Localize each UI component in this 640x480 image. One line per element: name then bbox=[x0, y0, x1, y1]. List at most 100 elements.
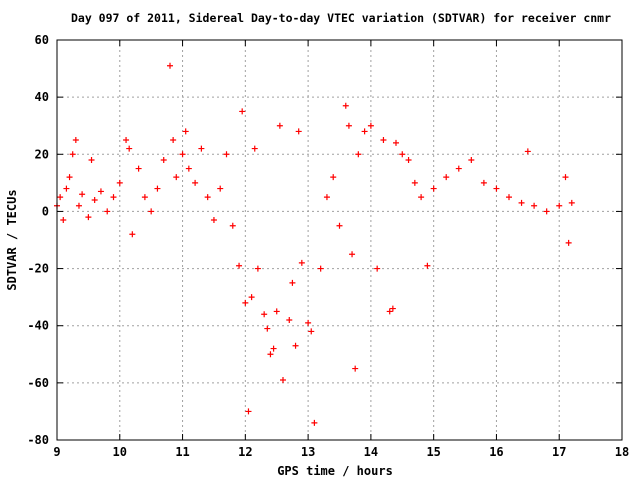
y-tick-label: -20 bbox=[27, 262, 49, 276]
data-point bbox=[182, 128, 189, 135]
data-point bbox=[116, 179, 123, 186]
data-point bbox=[173, 174, 180, 181]
data-point bbox=[543, 208, 550, 215]
data-point bbox=[411, 179, 418, 186]
data-point bbox=[276, 122, 283, 129]
data-point bbox=[170, 137, 177, 143]
data-point bbox=[305, 319, 312, 326]
data-point bbox=[126, 145, 133, 152]
chart-title: Day 097 of 2011, Sidereal Day-to-day VTE… bbox=[71, 11, 611, 25]
data-point bbox=[493, 185, 500, 192]
data-points bbox=[54, 62, 575, 426]
y-tick-label: -80 bbox=[27, 433, 49, 447]
data-point bbox=[389, 305, 396, 312]
data-point bbox=[430, 185, 437, 192]
y-tick-label: -60 bbox=[27, 376, 49, 390]
data-point bbox=[405, 157, 412, 163]
data-point bbox=[323, 194, 330, 201]
data-point bbox=[104, 208, 111, 215]
data-point bbox=[418, 194, 425, 201]
x-tick-label: 10 bbox=[113, 445, 127, 459]
data-point bbox=[57, 194, 64, 201]
x-ticks: 9 10 11 12 13 14 15 16 17 18 bbox=[53, 40, 629, 459]
x-tick-label: 16 bbox=[489, 445, 503, 459]
data-point bbox=[72, 137, 79, 143]
data-point bbox=[245, 408, 252, 415]
data-point bbox=[110, 194, 117, 201]
data-point bbox=[66, 174, 73, 181]
data-point bbox=[63, 185, 70, 192]
data-point bbox=[298, 259, 305, 266]
x-tick-label: 15 bbox=[426, 445, 440, 459]
data-point bbox=[311, 419, 318, 426]
data-point bbox=[267, 351, 274, 358]
y-axis-label: SDTVAR / TECUs bbox=[5, 189, 19, 290]
data-point bbox=[60, 217, 67, 223]
data-point bbox=[185, 165, 192, 172]
data-point bbox=[88, 157, 95, 163]
data-point bbox=[518, 199, 525, 206]
data-point bbox=[204, 194, 211, 201]
x-tick-label: 9 bbox=[53, 445, 60, 459]
data-point bbox=[531, 202, 538, 209]
data-point bbox=[361, 128, 368, 135]
data-point bbox=[292, 342, 299, 349]
data-point bbox=[443, 174, 450, 181]
data-point bbox=[393, 139, 399, 146]
data-point bbox=[330, 174, 337, 181]
data-point bbox=[424, 262, 431, 269]
data-point bbox=[380, 137, 387, 143]
y-tick-label: 20 bbox=[35, 147, 49, 161]
x-axis-label: GPS time / hours bbox=[277, 464, 393, 478]
data-point bbox=[455, 165, 462, 172]
data-point bbox=[506, 194, 512, 201]
data-point bbox=[198, 145, 205, 152]
data-point bbox=[355, 151, 362, 158]
x-tick-label: 11 bbox=[175, 445, 189, 459]
data-point bbox=[270, 345, 277, 352]
data-point bbox=[273, 308, 280, 315]
data-point bbox=[468, 157, 475, 163]
x-tick-label: 12 bbox=[238, 445, 252, 459]
data-point bbox=[568, 199, 575, 206]
data-point bbox=[562, 174, 569, 181]
x-tick-label: 17 bbox=[552, 445, 566, 459]
data-point bbox=[317, 265, 324, 272]
x-tick-label: 18 bbox=[615, 445, 629, 459]
data-point bbox=[248, 294, 255, 301]
data-point bbox=[91, 197, 98, 203]
data-point bbox=[192, 179, 199, 186]
y-tick-label: 60 bbox=[35, 33, 49, 47]
data-point bbox=[289, 279, 296, 286]
data-point bbox=[217, 185, 224, 192]
data-point bbox=[308, 328, 315, 335]
grid-lines bbox=[57, 40, 622, 440]
data-point bbox=[223, 151, 230, 158]
data-point bbox=[210, 217, 217, 223]
data-point bbox=[336, 222, 343, 229]
y-tick-label: -40 bbox=[27, 319, 49, 333]
data-point bbox=[556, 202, 563, 209]
data-point bbox=[160, 157, 167, 163]
data-point bbox=[167, 62, 173, 69]
data-point bbox=[154, 185, 161, 192]
data-point bbox=[239, 108, 246, 115]
data-point bbox=[374, 265, 381, 272]
data-point bbox=[251, 145, 258, 152]
data-point bbox=[280, 377, 286, 383]
data-point bbox=[123, 137, 130, 143]
x-tick-label: 13 bbox=[301, 445, 315, 459]
data-point bbox=[342, 102, 349, 109]
data-point bbox=[295, 128, 302, 135]
data-point bbox=[264, 325, 271, 332]
data-point bbox=[236, 262, 243, 269]
data-point bbox=[352, 365, 359, 372]
data-point bbox=[79, 191, 86, 198]
data-point bbox=[286, 317, 293, 323]
data-point bbox=[254, 265, 261, 272]
data-point bbox=[148, 208, 155, 215]
data-point bbox=[69, 151, 76, 158]
data-point bbox=[179, 151, 186, 158]
